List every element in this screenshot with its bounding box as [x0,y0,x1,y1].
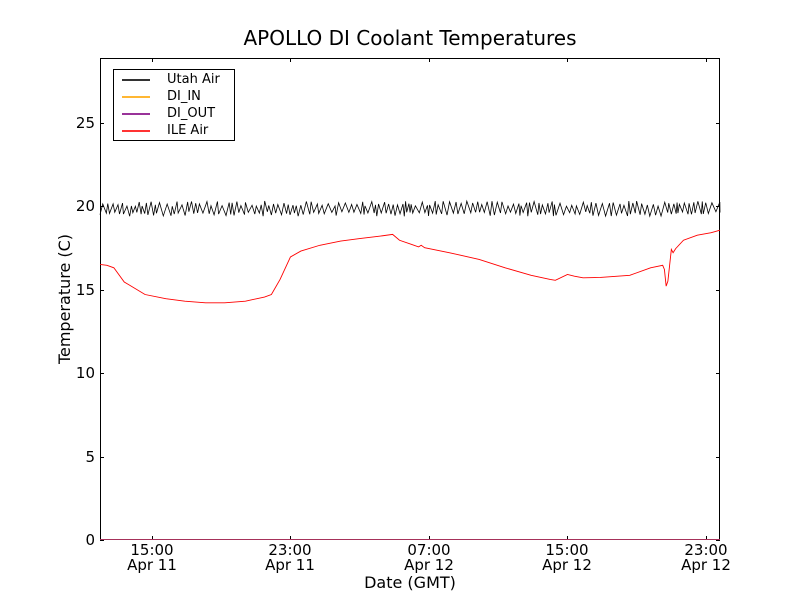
legend-line-di-out [122,112,150,115]
series-line-ile-air [99,229,721,304]
legend-line-utah-air [122,78,150,81]
legend-label-ile-air: ILE Air [167,123,209,138]
legend-row-di-in: DI_IN [114,89,234,104]
y-tick-label-10: 10 [75,364,95,382]
x-tick-time: 15:00 [545,541,589,559]
x-tick-label-2: 07:00 Apr 12 [389,543,469,573]
legend-row-utah-air: Utah Air [114,72,234,87]
y-tick-label-25: 25 [75,113,95,132]
x-tick-time: 07:00 [407,541,451,559]
y-tick-label-20: 20 [75,197,95,215]
legend-label-utah-air: Utah Air [167,72,220,87]
x-tick-date: Apr 12 [404,556,454,574]
x-tick-time: 23:00 [268,541,312,559]
chart-title: APOLLO DI Coolant Temperatures [243,26,577,50]
legend-line-di-in [122,95,150,98]
x-tick-date: Apr 12 [681,556,731,574]
x-tick-label-3: 15:00 Apr 12 [527,543,607,573]
legend-label-di-out: DI_OUT [167,106,216,121]
legend-line-ile-air [122,129,150,132]
x-axis-label: Date (GMT) [364,573,456,592]
series-line-utah-air [99,199,721,218]
legend-label-di-in: DI_IN [167,89,201,104]
y-tick-label-0: 0 [85,531,95,549]
x-tick-label-4: 23:00 Apr 12 [666,543,746,573]
y-tick-label-5: 5 [85,447,95,466]
x-tick-time: 23:00 [684,541,728,559]
x-tick-date: Apr 12 [542,556,592,574]
x-tick-time: 15:00 [130,541,174,559]
legend-row-di-out: DI_OUT [114,106,234,121]
x-tick-label-1: 23:00 Apr 11 [250,543,330,573]
x-tick-label-0: 15:00 Apr 11 [112,543,192,573]
x-tick-date: Apr 11 [127,556,177,574]
x-tick-date: Apr 11 [265,556,315,574]
legend: Utah Air DI_IN DI_OUT ILE Air [113,69,235,141]
y-tick-label-15: 15 [75,280,95,299]
legend-row-ile-air: ILE Air [114,123,234,138]
